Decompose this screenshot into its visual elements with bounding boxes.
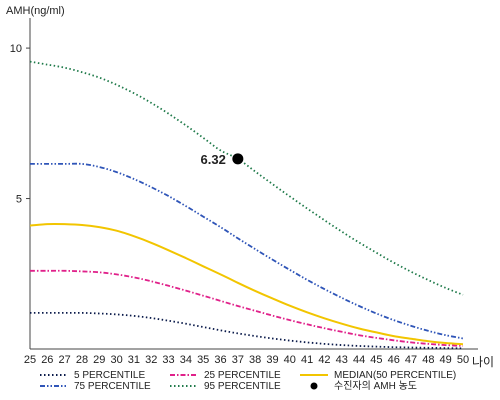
series-group <box>29 60 464 350</box>
x-tick-label: 45 <box>370 354 382 366</box>
x-tick-label: 35 <box>197 354 209 366</box>
legend: 5 PERCENTILE 25 PERCENTILE MEDIAN(50 PERCE… <box>40 370 456 392</box>
series-line <box>30 162 464 340</box>
legend-label: MEDIAN(50 PERCENTILE) <box>334 370 456 381</box>
x-tick-label: 46 <box>388 354 400 366</box>
x-tick-label: 36 <box>214 354 226 366</box>
patient-value-label: 6.32 <box>201 152 226 167</box>
series-line <box>29 269 464 347</box>
series-line <box>29 60 464 296</box>
y-tick-label: 5 <box>16 194 22 206</box>
x-tick-label: 40 <box>284 354 296 366</box>
x-tick-label: 32 <box>145 354 157 366</box>
x-tick-label: 25 <box>24 354 36 366</box>
x-tick-label: 28 <box>76 354 88 366</box>
x-axis-title: 나이 <box>472 355 494 369</box>
x-tick-label: 50 <box>457 354 469 366</box>
x-ticks: 25 26 27 28 29 30 31 32 33 34 35 36 37 38 39 40 41 42 43 44… <box>24 354 469 366</box>
x-tick-label: 26 <box>41 354 53 366</box>
x-tick-label: 48 <box>422 354 434 366</box>
legend-label: 95 PERCENTILE <box>204 381 281 392</box>
x-tick-label: 41 <box>301 354 313 366</box>
x-tick-label: 30 <box>110 354 122 366</box>
x-tick-label: 31 <box>128 354 140 366</box>
y-tick-label: 10 <box>10 43 22 55</box>
x-tick-label: 43 <box>336 354 348 366</box>
legend-label: 25 PERCENTILE <box>204 370 281 381</box>
y-ticks: 5 10 <box>10 43 30 206</box>
legend-swatch <box>310 382 318 390</box>
x-tick-label: 27 <box>59 354 71 366</box>
x-tick-label: 33 <box>162 354 174 366</box>
legend-label: 5 PERCENTILE <box>74 370 145 381</box>
y-axis-title: AMH(ng/ml) <box>6 5 65 17</box>
x-tick-label: 38 <box>249 354 261 366</box>
legend-label: 75 PERCENTILE <box>74 381 151 392</box>
x-tick-label: 34 <box>180 354 192 366</box>
patient-marker <box>232 153 244 165</box>
series-line <box>29 222 464 346</box>
x-tick-label: 44 <box>353 354 365 366</box>
x-tick-label: 47 <box>405 354 417 366</box>
x-tick-label: 37 <box>232 354 244 366</box>
x-tick-label: 49 <box>440 354 452 366</box>
series-line <box>29 311 464 350</box>
x-tick-label: 39 <box>266 354 278 366</box>
x-tick-label: 42 <box>318 354 330 366</box>
x-tick-label: 29 <box>93 354 105 366</box>
legend-label: 수진자의 AMH 농도 <box>334 380 417 392</box>
chart-axes: AMH(ng/ml) 나이 <box>6 5 494 369</box>
annotation-group: 6.32 <box>201 152 244 167</box>
